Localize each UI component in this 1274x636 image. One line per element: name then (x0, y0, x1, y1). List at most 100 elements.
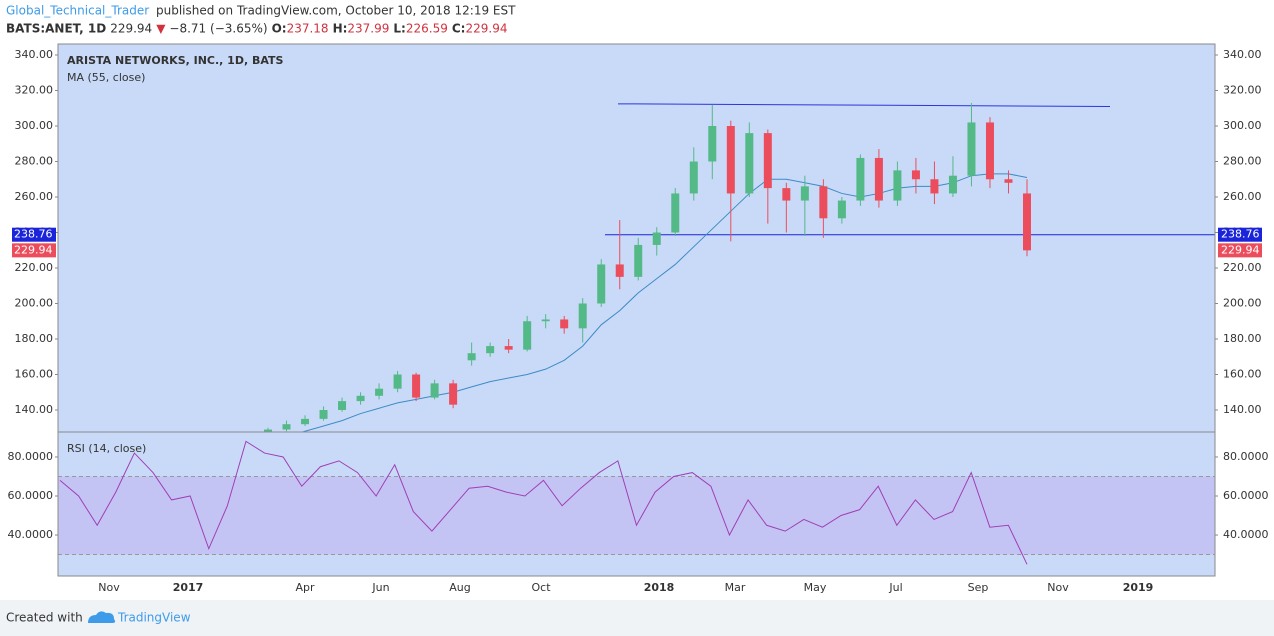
last-price: 229.94 (110, 22, 152, 36)
frame (57, 43, 1216, 577)
candle-body (412, 374, 421, 398)
x-tick-label: May (804, 581, 827, 594)
x-tick-label: 2019 (1123, 581, 1154, 594)
ohlc-value: 237.99 (347, 22, 389, 36)
candle-body (264, 429, 272, 432)
x-tick-label: Aug (449, 581, 470, 594)
candle-body (782, 188, 791, 201)
candle-body (375, 388, 384, 396)
y-tick-label: 180.00 (15, 332, 54, 345)
candle-body (985, 122, 994, 180)
x-tick-label: Jul (888, 581, 902, 594)
x-tick-label: Nov (1047, 581, 1069, 594)
candle-body (615, 264, 624, 277)
price-label: 238.76 (1221, 228, 1260, 241)
y-tick-label: 280.00 (1223, 155, 1262, 168)
price-label-box (1218, 227, 1262, 242)
x-tick-label: Apr (295, 581, 315, 594)
y-tick-label: 320.00 (15, 84, 54, 97)
y-tick-label: 140.00 (15, 403, 54, 416)
candle-body (338, 401, 347, 410)
candle-body (671, 193, 680, 233)
candle-body (837, 200, 846, 219)
price-label-box (12, 227, 56, 242)
y-tick-label: 80.0000 (8, 450, 54, 463)
rsi-line (59, 440, 1028, 565)
ohlc-label: H: (333, 22, 348, 36)
y-tick-label: 140.00 (1223, 403, 1262, 416)
y-tick-label: 220.00 (1223, 261, 1262, 274)
symbol-line: BATS:ANET, 1D 229.94 ▼ −8.71 (−3.65%) O: 237.… (6, 22, 507, 36)
candle-body (282, 424, 291, 430)
y-tick-label: 320.00 (1223, 84, 1262, 97)
x-tick-label: Sep (968, 581, 989, 594)
y-tick-label: 340.00 (15, 48, 54, 61)
candle-body (1023, 193, 1031, 251)
candle-body (541, 319, 550, 322)
author-link[interactable]: Global_Technical_Trader (6, 4, 149, 18)
published-text: published on TradingView.com, October 10… (156, 4, 516, 18)
y-tick-label: 40.0000 (8, 528, 54, 541)
footer (0, 600, 1274, 636)
footer-brand[interactable]: TradingView (117, 611, 191, 625)
candle-body (689, 161, 698, 194)
y-tick-label: 160.00 (1223, 367, 1262, 380)
candle-body (597, 264, 606, 304)
candle-body (560, 319, 569, 329)
x-tick-label: Mar (725, 581, 746, 594)
x-tick-label: Jun (371, 581, 389, 594)
candle-body (393, 374, 402, 389)
candle-body (486, 346, 495, 354)
candle-body (652, 232, 661, 245)
price-label: 238.76 (14, 228, 53, 241)
candle-body (504, 346, 513, 350)
y-tick-label: 200.00 (1223, 296, 1262, 309)
candle-body (819, 186, 828, 219)
candle-body (523, 321, 532, 350)
price-title: ARISTA NETWORKS, INC., 1D, BATS (67, 54, 284, 67)
y-tick-label: 260.00 (1223, 190, 1262, 203)
ohlc-label: C: (452, 22, 466, 36)
ohlc-value: 237.18 (287, 22, 329, 36)
candle-body (634, 244, 643, 277)
candle-body (301, 418, 310, 425)
candle-body (1004, 179, 1013, 183)
y-tick-label: 80.0000 (1223, 450, 1269, 463)
ma-legend: MA (55, close) (67, 71, 145, 84)
candle-body (319, 409, 328, 419)
y-tick-label: 300.00 (15, 119, 54, 132)
ohlc-value: 229.94 (465, 22, 507, 36)
candle-body (967, 122, 976, 176)
rsi-band (58, 476, 1215, 555)
y-tick-label: 200.00 (15, 296, 54, 309)
rsi-title: RSI (14, close) (67, 442, 146, 455)
candle-body (430, 383, 439, 398)
change: −8.71 (−3.65%) (169, 22, 267, 36)
candle-body (930, 179, 939, 194)
y-tick-label: 180.00 (1223, 332, 1262, 345)
candle-body (874, 157, 883, 201)
candle-body (893, 170, 902, 201)
ohlc-label: L: (393, 22, 405, 36)
candle-body (708, 126, 717, 162)
x-tick-label: Oct (531, 581, 551, 594)
change-arrow: ▼ (156, 22, 166, 36)
y-tick-label: 300.00 (1223, 119, 1262, 132)
price-label-box (12, 243, 56, 258)
y-tick-label: 40.0000 (1223, 528, 1269, 541)
y-tick-label: 260.00 (15, 190, 54, 203)
candle-body (856, 157, 865, 201)
price-plot (264, 102, 1215, 432)
y-tick-label: 60.0000 (1223, 489, 1269, 502)
y-tick-label: 340.00 (1223, 48, 1262, 61)
candle-body (745, 133, 754, 194)
candle-body (356, 395, 365, 402)
ohlc-value: 226.59 (406, 22, 448, 36)
symbol: BATS:ANET, 1D (6, 22, 106, 36)
footer-text: Created with (6, 611, 83, 625)
candle-body (800, 186, 809, 201)
ohlc-label: O: (272, 22, 287, 36)
candle-body (578, 303, 587, 329)
rsi-plot (58, 440, 1215, 565)
